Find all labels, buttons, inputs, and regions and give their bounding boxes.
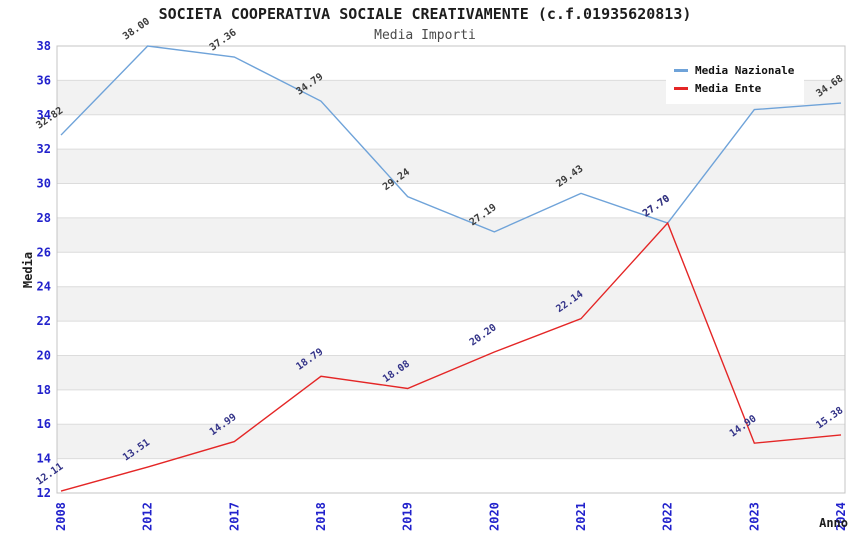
y-tick-label: 18 [37,383,51,397]
x-tick-label: 2017 [227,502,241,531]
y-tick-label: 14 [37,452,51,466]
y-tick-label: 34 [37,108,51,122]
y-tick-label: 32 [37,142,51,156]
legend-label-media-ente: Media Ente [695,81,762,95]
chart-title: SOCIETA COOPERATIVA SOCIALE CREATIVAMENT… [158,5,692,23]
chart-subtitle: Media Importi [374,28,476,43]
y-tick-label: 22 [37,314,51,328]
x-tick-label: 2024 [834,502,848,531]
y-tick-label: 30 [37,177,51,191]
legend-label-media-nazionale: Media Nazionale [695,63,795,77]
x-tick-label: 2023 [747,502,761,531]
x-tick-label: 2022 [661,502,675,531]
x-tick-label: 2012 [141,502,155,531]
x-tick-label: 2020 [487,502,501,531]
legend-item-media-nazionale: Media Nazionale [674,61,804,79]
point-label: 37.36 [208,27,239,53]
legend: Media Nazionale Media Ente [666,56,804,104]
y-tick-label: 16 [37,417,51,431]
y-tick-label: 24 [37,280,51,294]
grid-band [57,424,845,459]
x-tick-label: 2021 [574,502,588,531]
grid-band [57,355,845,390]
legend-item-media-ente: Media Ente [674,79,804,97]
y-tick-label: 36 [37,73,51,87]
plot-border [56,45,846,494]
point-label: 20.20 [468,322,499,348]
legend-swatch-media-ente [674,86,688,90]
point-label: 38.00 [121,16,152,42]
point-label: 27.70 [641,193,672,219]
y-tick-label: 26 [37,245,51,259]
y-tick-label: 12 [37,486,51,500]
x-tick-label: 2018 [314,502,328,531]
x-tick-label: 2008 [54,502,68,531]
grid-band [57,149,845,184]
grid-band [57,217,845,253]
x-axis-title: Anno [819,516,848,530]
series-line-media-ente [60,221,842,492]
series-line-media-nazionale [60,45,842,233]
x-tick-label: 2019 [401,502,415,531]
y-axis-title: Media [21,251,35,289]
y-tick-label: 28 [37,211,51,225]
y-tick-label: 38 [37,39,51,53]
y-tick-label: 20 [37,348,51,362]
legend-swatch-media-nazionale [674,68,688,72]
grid-band [57,286,845,322]
